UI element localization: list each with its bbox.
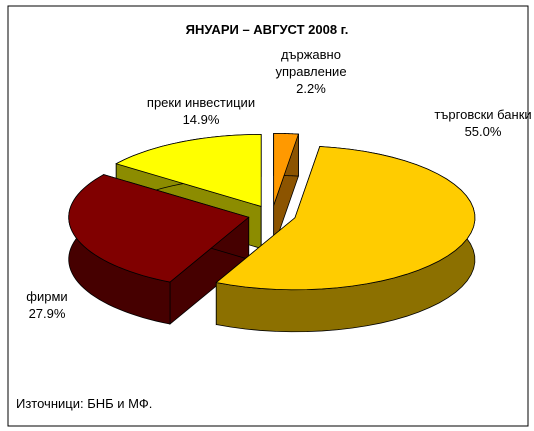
slice [273, 133, 300, 206]
value-label: 14.9% [182, 112, 220, 127]
slice [68, 174, 250, 283]
category-label: преки инвестиции [146, 95, 256, 110]
slice [115, 134, 262, 207]
value-label: 2.2% [296, 81, 326, 96]
category-label: фирми [26, 289, 68, 304]
value-label: 55.0% [464, 124, 502, 139]
category-label: търговски банки [434, 107, 532, 122]
category-label: държавно управление [275, 47, 347, 79]
value-label: 27.9% [28, 306, 66, 321]
slice-label: държавно управление 2.2% [256, 46, 366, 97]
slice-label: фирми 27.9% [0, 288, 102, 322]
slice-label: преки инвестиции 14.9% [146, 94, 256, 128]
slice-label: търговски банки 55.0% [428, 106, 534, 140]
slice [215, 146, 476, 291]
chart-title: ЯНУАРИ – АВГУСТ 2008 г. [185, 22, 349, 37]
source-note: Източници: БНБ и МФ. [16, 396, 153, 411]
